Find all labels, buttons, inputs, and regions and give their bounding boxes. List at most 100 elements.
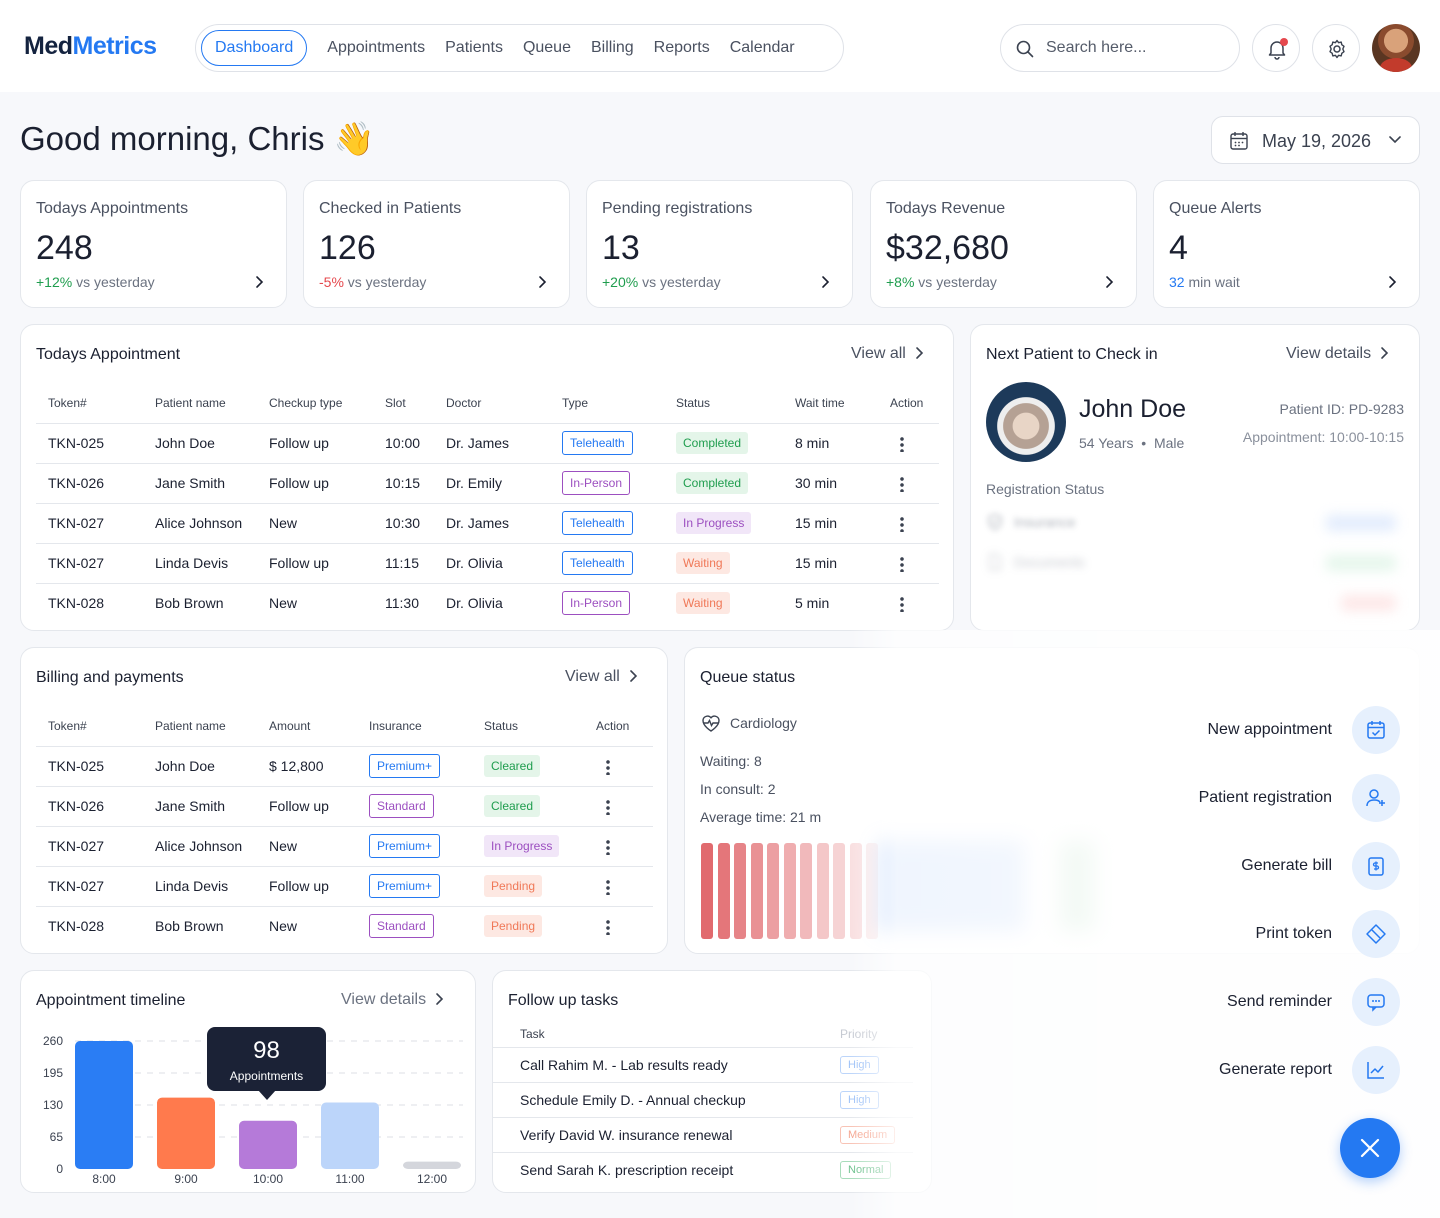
x-tick-label: 12:00 xyxy=(417,1172,447,1186)
quick-action-label: Generate report xyxy=(1219,1061,1332,1078)
more-options-icon[interactable] xyxy=(606,878,610,895)
table-row[interactable]: TKN-026 Jane Smith Follow up Standard Cl… xyxy=(36,786,653,827)
x-tick-label: 10:00 xyxy=(253,1172,283,1186)
next-patient-view-details[interactable]: View details xyxy=(1286,345,1389,363)
stat-card[interactable]: Checked in Patients 126 -5% vs yesterday xyxy=(303,180,570,308)
nav-calendar[interactable]: Calendar xyxy=(729,39,795,56)
nav-patients[interactable]: Patients xyxy=(445,39,503,56)
y-tick-label: 65 xyxy=(50,1130,64,1144)
wait-time-cell: 15 min xyxy=(783,543,878,584)
column-header: Action xyxy=(584,706,653,747)
table-row[interactable]: TKN-028 Bob Brown New Standard Pending xyxy=(36,906,653,946)
type-badge: Telehealth xyxy=(562,551,633,575)
y-tick-label: 130 xyxy=(43,1098,63,1112)
table-row[interactable]: TKN-027 Alice Johnson New 10:30 Dr. Jame… xyxy=(36,503,939,544)
stat-card[interactable]: Pending registrations 13 +20% vs yesterd… xyxy=(586,180,853,308)
x-tick-label: 11:00 xyxy=(335,1172,364,1186)
chevron-right-icon xyxy=(436,993,444,1005)
quick-action-icon-wrap xyxy=(1352,706,1400,754)
user-avatar[interactable] xyxy=(1372,24,1420,72)
stat-delta: +12% vs yesterday xyxy=(36,274,155,290)
reg-item-insurance: Insurance xyxy=(986,513,1075,531)
status-badge: Cleared xyxy=(484,795,541,817)
nav-queue[interactable]: Queue xyxy=(522,39,571,56)
next-patient-card: Next Patient to Check in View details Jo… xyxy=(970,324,1420,631)
task-cell: Send Sarah K. prescription receipt xyxy=(520,1161,734,1178)
more-options-icon[interactable] xyxy=(606,798,610,815)
status-badge: In Progress xyxy=(676,512,752,534)
close-icon xyxy=(1360,1138,1380,1158)
slot-cell: 10:30 xyxy=(373,503,434,544)
appointments-view-all[interactable]: View all xyxy=(851,345,924,363)
timeline-bar[interactable] xyxy=(321,1102,379,1169)
user-plus-icon xyxy=(1366,789,1385,807)
more-options-icon[interactable] xyxy=(606,838,610,855)
timeline-bar[interactable] xyxy=(75,1041,133,1169)
quick-action-label: New appointment xyxy=(1207,721,1332,738)
nav-billing[interactable]: Billing xyxy=(590,39,634,56)
billing-title: Billing and payments xyxy=(36,669,184,686)
slot-cell: 11:30 xyxy=(385,595,419,612)
more-options-icon[interactable] xyxy=(900,435,904,452)
more-options-icon[interactable] xyxy=(900,515,904,532)
table-row[interactable]: TKN-027 Linda Devis Follow up Premium+ P… xyxy=(36,866,653,907)
timeline-bar[interactable] xyxy=(157,1097,215,1169)
tooltip-label: Appointments xyxy=(229,1069,304,1083)
table-row[interactable]: TKN-025 John Doe $ 12,800 Premium+ Clear… xyxy=(36,746,653,787)
billing-card: Billing and payments View all Token# Pati… xyxy=(20,647,668,954)
table-row[interactable]: TKN-025 John Doe Follow up 10:00 Dr. Jam… xyxy=(36,423,939,464)
queue-bar xyxy=(701,843,713,939)
timeline-bar[interactable] xyxy=(239,1120,297,1169)
tooltip-value: 98 xyxy=(253,1037,280,1064)
table-row[interactable]: TKN-026 Jane Smith Follow up 10:15 Dr. E… xyxy=(36,463,939,504)
quick-action-ticket[interactable]: Print token xyxy=(1256,910,1400,958)
task-row[interactable]: Verify David W. insurance renewal Medium xyxy=(493,1117,913,1153)
column-header: Action xyxy=(878,383,939,424)
token-cell: TKN-027 xyxy=(36,503,143,544)
billing-view-all[interactable]: View all xyxy=(565,668,638,686)
token-cell: TKN-027 xyxy=(36,543,143,584)
insurance-badge: Premium+ xyxy=(369,874,441,898)
timeline-view-details[interactable]: View details xyxy=(341,991,444,1009)
timeline-bar[interactable] xyxy=(403,1161,461,1169)
slot-cell: 11:15 xyxy=(373,543,434,584)
more-options-icon[interactable] xyxy=(900,475,904,492)
status-badge: Waiting xyxy=(676,552,730,574)
quick-action-icon-wrap xyxy=(1352,978,1400,1026)
quick-action-label: Patient registration xyxy=(1198,789,1332,806)
brand-logo[interactable]: MedMetrics xyxy=(24,32,157,60)
slot-cell: 10:00 xyxy=(373,423,434,464)
quick-action-message[interactable]: Send reminder xyxy=(1227,978,1400,1026)
amount-cell: Follow up xyxy=(257,866,357,907)
stat-card[interactable]: Queue Alerts 4 32 min wait xyxy=(1153,180,1420,308)
search-input[interactable] xyxy=(1046,36,1226,60)
notifications-button[interactable] xyxy=(1252,24,1300,72)
column-header: Token# xyxy=(36,706,143,747)
quick-action-receipt[interactable]: Generate bill xyxy=(1241,842,1400,890)
nav-appointments[interactable]: Appointments xyxy=(327,39,426,56)
reg-status-pill xyxy=(1326,555,1396,571)
nav-reports[interactable]: Reports xyxy=(653,39,710,56)
appointments-card: Todays Appointment View all Token# Patien… xyxy=(20,324,954,631)
more-options-icon[interactable] xyxy=(900,555,904,572)
more-options-icon[interactable] xyxy=(606,918,610,935)
more-options-icon[interactable] xyxy=(606,758,610,775)
stat-card[interactable]: Todays Appointments 248 +12% vs yesterda… xyxy=(20,180,287,308)
nav-dashboard[interactable]: Dashboard xyxy=(201,30,308,66)
settings-button[interactable] xyxy=(1312,24,1360,72)
more-options-icon[interactable] xyxy=(900,595,904,612)
table-row[interactable]: TKN-028 Bob Brown New 11:30 Dr. Olivia I… xyxy=(36,583,939,623)
quick-action-label: Generate bill xyxy=(1241,857,1332,874)
stat-card[interactable]: Todays Revenue $32,680 +8% vs yesterday xyxy=(870,180,1137,308)
quick-action-calendar-check[interactable]: New appointment xyxy=(1207,706,1400,754)
quick-action-chart-line[interactable]: Generate report xyxy=(1219,1046,1400,1094)
date-picker[interactable]: May 19, 2026 xyxy=(1211,116,1420,164)
queue-bar xyxy=(717,843,730,939)
close-quick-actions-button[interactable] xyxy=(1340,1118,1400,1178)
table-row[interactable]: TKN-027 Linda Devis Follow up 11:15 Dr. … xyxy=(36,543,939,584)
table-row[interactable]: TKN-027 Alice Johnson New Premium+ In Pr… xyxy=(36,826,653,867)
chevron-down-icon xyxy=(1389,136,1401,144)
checkup-type-cell: New xyxy=(257,503,373,544)
queue-bar xyxy=(833,843,845,939)
quick-action-user-plus[interactable]: Patient registration xyxy=(1199,774,1400,822)
